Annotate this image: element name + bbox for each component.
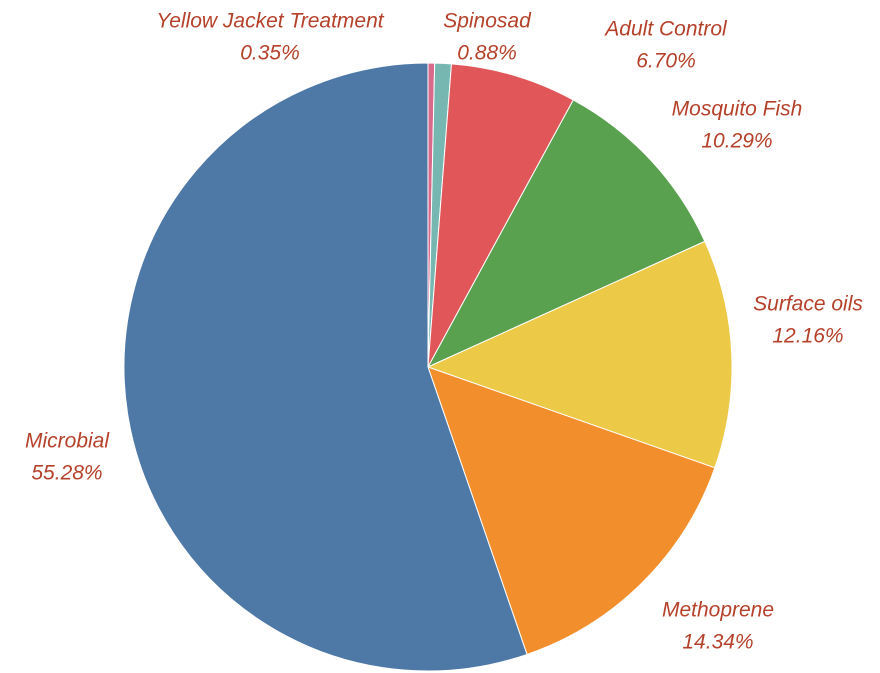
slice-value-spinosad: 0.88% xyxy=(457,42,517,65)
slice-label-surface-oils: Surface oils xyxy=(753,293,863,316)
pie-labels: Yellow Jacket Treatment 0.35% Spinosad 0.88… xyxy=(25,10,863,654)
slice-value-mosquito-fish: 10.29% xyxy=(701,130,772,153)
pie-slice-surface-oils xyxy=(426,240,733,469)
slice-label-microbial: Microbial xyxy=(25,430,110,453)
pie-slices xyxy=(123,62,733,672)
slice-value-methoprene: 14.34% xyxy=(682,631,753,654)
slice-label-mosquito-fish: Mosquito Fish xyxy=(672,98,803,121)
pie-slice-adult-control xyxy=(427,63,574,368)
slice-value-microbial: 55.28% xyxy=(31,462,102,485)
slice-label-methoprene: Methoprene xyxy=(662,599,774,622)
slice-label-spinosad: Spinosad xyxy=(443,10,532,33)
slice-label-yellow-jacket-treatment: Yellow Jacket Treatment xyxy=(156,10,384,33)
pie-slice-microbial xyxy=(123,62,528,672)
slice-value-yellow-jacket-treatment: 0.35% xyxy=(240,42,300,65)
slice-value-adult-control: 6.70% xyxy=(636,50,696,73)
slice-value-surface-oils: 12.16% xyxy=(772,325,843,348)
pie-slice-mosquito-fish xyxy=(426,99,706,369)
slice-label-adult-control: Adult Control xyxy=(603,18,728,41)
pie-slice-methoprene xyxy=(427,366,716,656)
